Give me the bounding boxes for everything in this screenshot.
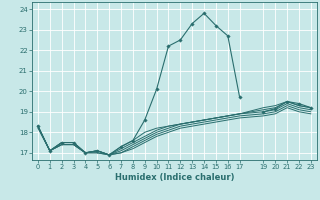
X-axis label: Humidex (Indice chaleur): Humidex (Indice chaleur): [115, 173, 234, 182]
